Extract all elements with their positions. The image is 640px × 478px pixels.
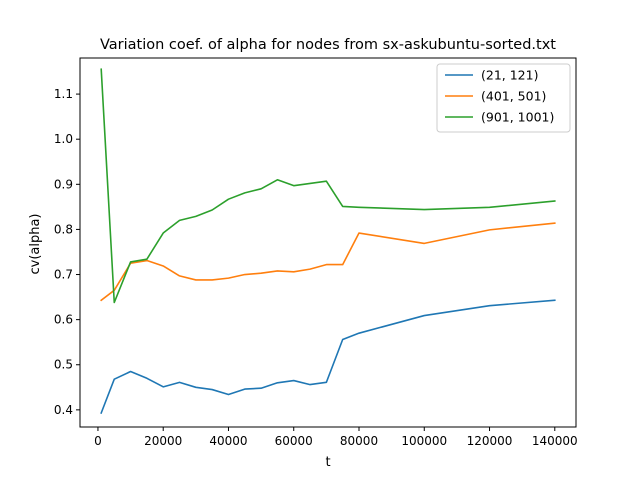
y-tick-label: 1.0 xyxy=(54,132,73,146)
x-tick-label: 40000 xyxy=(209,434,247,448)
y-tick-label: 0.5 xyxy=(54,358,73,372)
y-tick-label: 1.1 xyxy=(54,87,73,101)
x-axis-label: t xyxy=(325,455,330,470)
series-line-2 xyxy=(100,222,556,302)
x-tick-label: 60000 xyxy=(275,434,313,448)
legend-entry-label: (21, 121) xyxy=(481,68,538,83)
x-tick-label: 100000 xyxy=(401,434,447,448)
legend-box xyxy=(436,63,571,133)
legend: (21, 121) (401, 501) (901, 1001) xyxy=(436,63,571,133)
series-lines xyxy=(100,68,556,415)
y-axis-ticks: 0.4 0.5 0.6 0.7 0.8 0.9 1.0 1.1 xyxy=(54,87,80,417)
y-tick-label: 0.4 xyxy=(54,403,73,417)
y-tick-label: 0.9 xyxy=(54,177,73,191)
x-tick-label: 120000 xyxy=(467,434,513,448)
legend-entry-label: (901, 1001) xyxy=(481,110,554,125)
chart-title: Variation coef. of alpha for nodes from … xyxy=(100,37,556,53)
x-tick-label: 140000 xyxy=(532,434,578,448)
x-tick-label: 80000 xyxy=(340,434,378,448)
y-tick-label: 0.8 xyxy=(54,222,73,236)
y-tick-label: 0.7 xyxy=(54,268,73,282)
series-line-1 xyxy=(100,299,556,415)
y-axis-label: cv(alpha) xyxy=(28,213,43,274)
series-line-3 xyxy=(100,68,556,304)
legend-entry-label: (401, 501) xyxy=(481,89,546,104)
plot-frame xyxy=(79,57,577,428)
y-tick-label: 0.6 xyxy=(54,313,73,327)
x-tick-label: 20000 xyxy=(144,434,182,448)
x-tick-label: 0 xyxy=(94,434,102,448)
x-axis-ticks: 0 20000 40000 60000 80000 100000 120000 140000 xyxy=(94,427,578,448)
